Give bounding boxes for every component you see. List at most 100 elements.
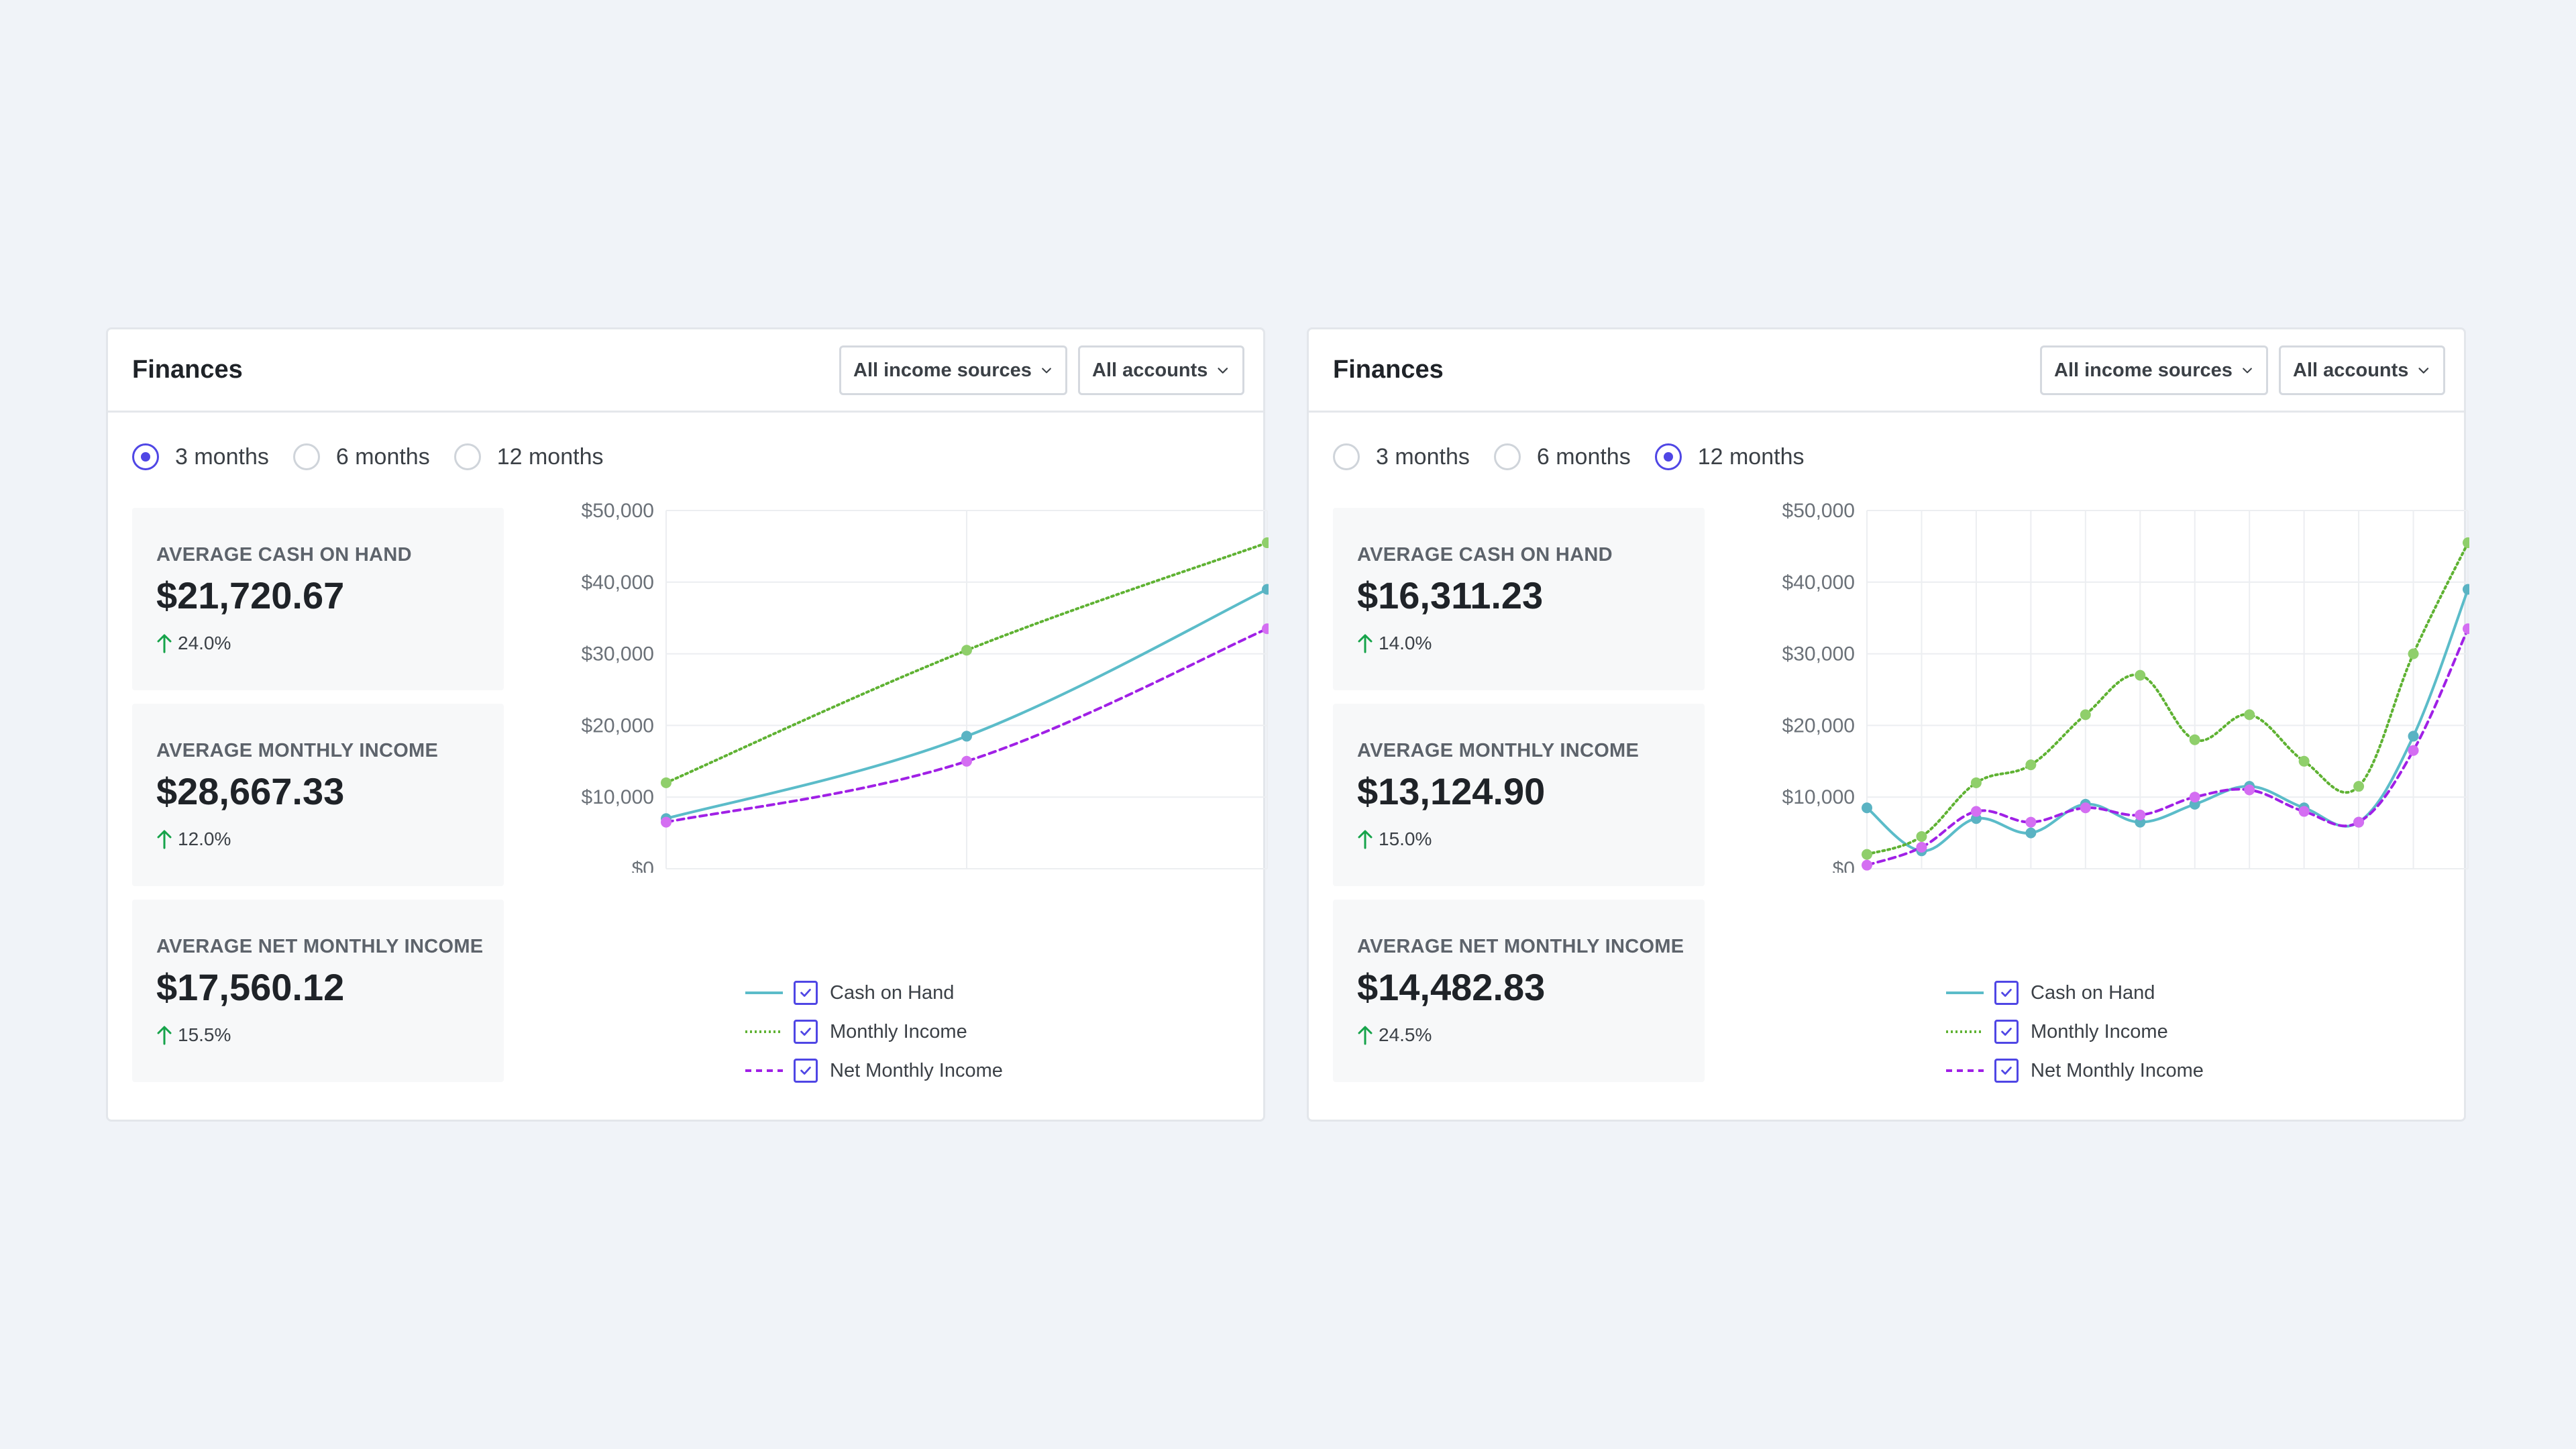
stat-value: $17,560.12 [156, 966, 345, 1008]
legend-item-net[interactable]: Net Monthly Income [745, 1051, 1003, 1090]
legend-item-income[interactable]: Monthly Income [1946, 1012, 2204, 1051]
stat-label: AVERAGE CASH ON HAND [156, 544, 412, 566]
panel-title: Finances [1333, 356, 1444, 384]
radio-12-months[interactable]: 12 months [453, 443, 604, 470]
radio-6-months[interactable]: 6 months [292, 443, 430, 470]
data-point[interactable] [2135, 669, 2146, 681]
panel-header: Finances All income sources All accounts [108, 329, 1263, 413]
stat-change-value: 24.0% [178, 633, 231, 653]
legend-item-income[interactable]: Monthly Income [745, 1012, 1003, 1051]
data-point[interactable] [2080, 709, 2091, 720]
legend-checkbox[interactable] [1994, 1020, 2019, 1044]
legend-checkbox[interactable] [1994, 1059, 2019, 1083]
data-point[interactable] [2189, 734, 2200, 745]
check-icon [800, 1067, 811, 1075]
radio-label: 12 months [496, 443, 604, 470]
data-point[interactable] [2298, 806, 2310, 817]
data-point[interactable] [2189, 792, 2200, 803]
radio-label: 6 months [1536, 443, 1631, 470]
data-point[interactable] [661, 816, 672, 828]
income-sources-select[interactable]: All income sources [839, 345, 1067, 395]
legend-label: Cash on Hand [2031, 981, 2155, 1004]
y-tick-label: $20,000 [1782, 714, 1855, 737]
legend-item-net[interactable]: Net Monthly Income [1946, 1051, 2204, 1090]
radio-button[interactable] [1654, 443, 1682, 470]
data-point[interactable] [2080, 802, 2091, 814]
stat-change-value: 24.5% [1379, 1024, 1432, 1045]
dotted-line-swatch [1946, 1030, 1984, 1033]
accounts-select-value: All accounts [2293, 359, 2409, 381]
dashed-line-swatch [1946, 1069, 1984, 1072]
data-point[interactable] [2463, 537, 2469, 549]
data-point[interactable] [2353, 816, 2365, 828]
stat-label: AVERAGE MONTHLY INCOME [1357, 740, 1640, 761]
data-point[interactable] [2463, 584, 2469, 595]
radio-button[interactable] [1333, 443, 1360, 470]
data-point[interactable] [2025, 759, 2037, 771]
data-point[interactable] [2408, 745, 2419, 756]
data-point[interactable] [2244, 784, 2255, 796]
radio-button[interactable] [453, 443, 481, 470]
data-point[interactable] [2463, 623, 2469, 635]
data-point[interactable] [1262, 623, 1269, 635]
data-point[interactable] [2135, 809, 2146, 820]
legend-item-cash[interactable]: Cash on Hand [745, 973, 1003, 1012]
radio-12-months[interactable]: 12 months [1654, 443, 1804, 470]
data-point[interactable] [1862, 802, 1872, 814]
radio-button[interactable] [132, 443, 159, 470]
data-point[interactable] [2298, 755, 2310, 767]
arrow-up-icon [157, 634, 172, 653]
legend-checkbox[interactable] [1994, 981, 2019, 1005]
data-point[interactable] [961, 731, 972, 742]
stat-label: AVERAGE NET MONTHLY INCOME [156, 936, 484, 957]
data-point[interactable] [1916, 830, 1927, 842]
radio-3-months[interactable]: 3 months [132, 443, 269, 470]
data-point[interactable] [1970, 777, 1982, 788]
range-radio-group: 3 months 6 months 12 months [132, 441, 627, 473]
arrow-up-icon [1358, 830, 1373, 849]
accounts-select[interactable]: All accounts [2279, 345, 2445, 395]
data-point[interactable] [661, 777, 672, 788]
data-point[interactable] [1862, 859, 1872, 871]
data-point[interactable] [1970, 806, 1982, 817]
radio-6-months[interactable]: 6 months [1493, 443, 1631, 470]
stat-card-cash: AVERAGE CASH ON HAND $16,311.23 14.0% [1333, 508, 1705, 690]
solid-line-swatch [1946, 991, 1984, 994]
stat-change: 24.0% [156, 633, 231, 654]
legend-label: Monthly Income [830, 1020, 967, 1042]
data-point[interactable] [2408, 648, 2419, 659]
legend-item-cash[interactable]: Cash on Hand [1946, 973, 2204, 1012]
data-point[interactable] [961, 755, 972, 767]
income-sources-select[interactable]: All income sources [2040, 345, 2268, 395]
legend-checkbox[interactable] [794, 1059, 818, 1083]
stat-value: $16,311.23 [1357, 574, 1544, 616]
stat-change-value: 14.0% [1379, 633, 1432, 653]
data-point[interactable] [2025, 816, 2037, 828]
arrow-up-icon [157, 1026, 172, 1045]
accounts-select[interactable]: All accounts [1078, 345, 1244, 395]
data-point[interactable] [961, 645, 972, 656]
y-tick-label: $30,000 [582, 643, 654, 665]
stat-card-cash: AVERAGE CASH ON HAND $21,720.67 24.0% [132, 508, 504, 690]
legend-label: Cash on Hand [830, 981, 955, 1004]
chevron-down-icon [1042, 368, 1051, 374]
radio-button[interactable] [292, 443, 320, 470]
y-tick-label: $0 [632, 858, 654, 873]
stat-change: 14.0% [1357, 633, 1432, 654]
stat-change-value: 15.5% [178, 1024, 231, 1045]
data-point[interactable] [1916, 841, 1927, 853]
data-point[interactable] [1262, 537, 1269, 549]
radio-3-months[interactable]: 3 months [1333, 443, 1470, 470]
y-tick-label: $50,000 [1782, 500, 1855, 522]
data-point[interactable] [2408, 731, 2419, 742]
data-point[interactable] [1262, 584, 1269, 595]
stat-change: 24.5% [1357, 1024, 1432, 1046]
radio-button[interactable] [1493, 443, 1521, 470]
stat-change: 15.0% [1357, 828, 1432, 850]
data-point[interactable] [2025, 827, 2037, 839]
legend-checkbox[interactable] [794, 1020, 818, 1044]
legend-checkbox[interactable] [794, 981, 818, 1005]
data-point[interactable] [1862, 849, 1872, 860]
data-point[interactable] [2244, 709, 2255, 720]
data-point[interactable] [2353, 781, 2365, 792]
